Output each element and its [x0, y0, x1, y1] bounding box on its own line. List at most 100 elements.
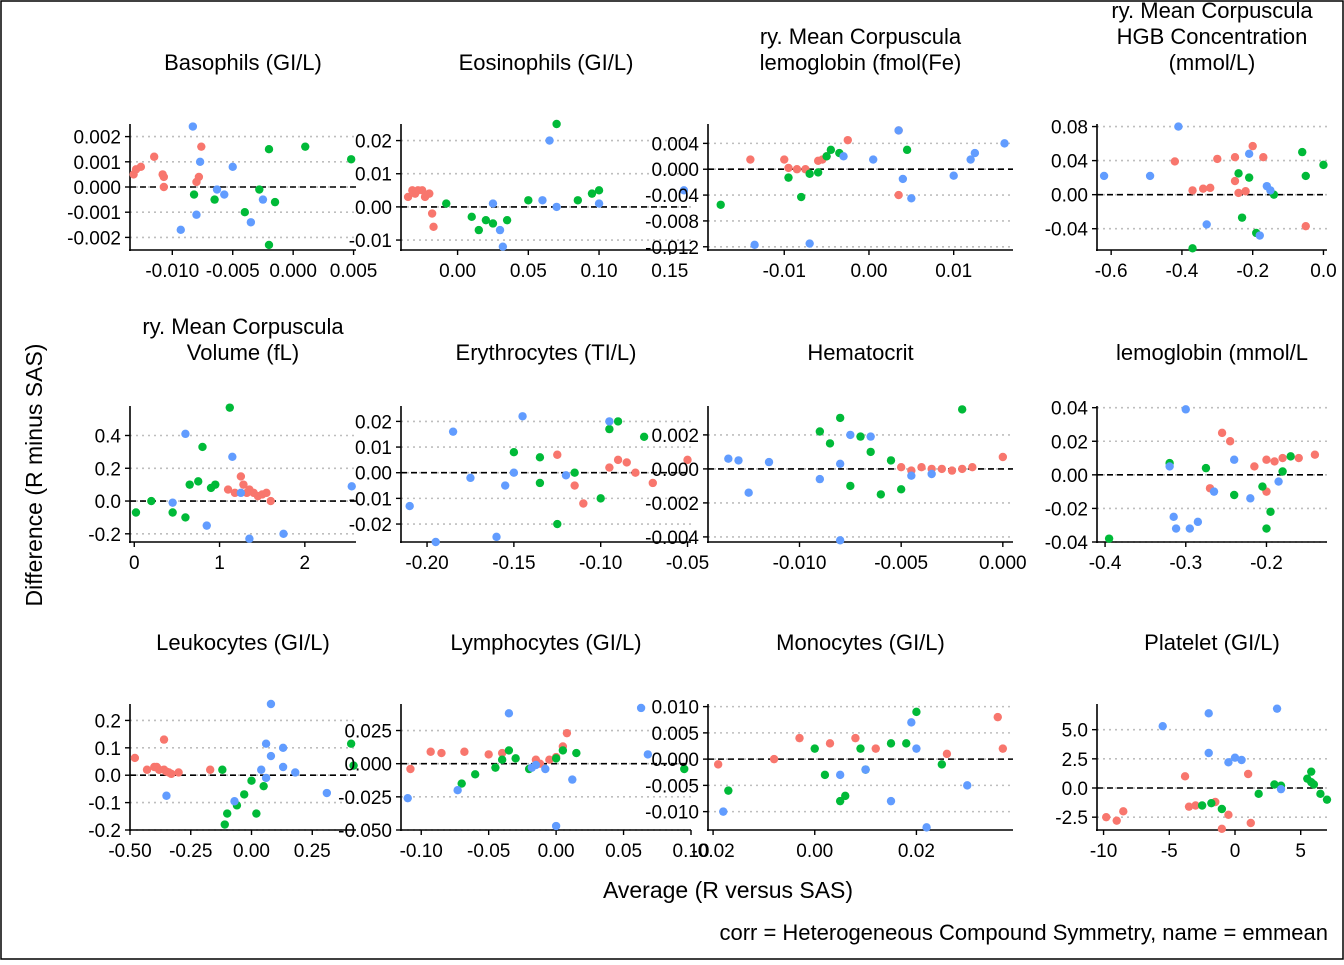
data-point [1276, 784, 1286, 794]
data-point [460, 747, 469, 756]
data-point [1171, 524, 1181, 533]
x-tick-label: 0.00 [796, 841, 833, 862]
data-point [492, 532, 501, 542]
data-point [841, 791, 850, 801]
data-point [159, 172, 169, 182]
data-point [1286, 452, 1295, 461]
y-tick-label: -0.001 [67, 203, 121, 224]
data-point [1270, 780, 1279, 789]
data-point [240, 208, 250, 217]
data-point [826, 145, 836, 155]
data-point [261, 739, 271, 748]
data-point [613, 455, 623, 465]
y-axis-title: Difference (R minus SAS) [21, 344, 47, 607]
panel-title-line: lemoglobin (fmol(Fe) [760, 50, 962, 75]
data-point [1234, 169, 1243, 178]
data-point [535, 478, 545, 488]
panel-title-line: Basophils (GI/L) [164, 50, 322, 75]
data-point [805, 239, 814, 248]
data-point [896, 485, 906, 494]
panel-title-line: Monocytes (GI/L) [776, 630, 945, 655]
data-point [993, 712, 1002, 722]
data-point [264, 145, 274, 154]
data-point [963, 781, 972, 790]
data-point [750, 240, 759, 250]
data-point [1145, 171, 1155, 181]
y-tick-label: 0.4 [95, 426, 122, 447]
y-tick-label: 0.0 [95, 492, 121, 513]
data-point [825, 739, 835, 748]
data-point [266, 496, 275, 506]
y-tick-label: -0.04 [1045, 220, 1089, 241]
data-point [218, 765, 227, 774]
data-point [876, 490, 886, 499]
data-point [1165, 462, 1174, 471]
data-point [1266, 186, 1275, 195]
data-point [839, 152, 848, 161]
data-point [212, 185, 222, 194]
data-point [631, 468, 640, 477]
x-tick-label: -0.3 [1169, 553, 1202, 574]
data-point [1270, 457, 1279, 466]
data-point [596, 494, 605, 503]
data-point [643, 750, 653, 759]
data-point [491, 763, 500, 772]
x-tick-label: 0.15 [651, 261, 688, 282]
panel: Platelet (GI/L) -2.5 0.0 2.5 5.0 -10 -5 0 5 [1055, 630, 1332, 862]
data-point [495, 225, 505, 235]
data-point [257, 765, 266, 774]
data-point [861, 765, 870, 774]
data-point [437, 748, 446, 758]
x-tick-label: 0 [129, 553, 140, 574]
data-point [1207, 798, 1216, 808]
data-point [168, 498, 177, 507]
y-tick-label: -2.5 [1055, 808, 1088, 829]
data-point [1278, 453, 1287, 463]
data-point [835, 536, 845, 545]
panel-title-line: HGB Concentration [1117, 24, 1308, 49]
data-point [907, 718, 916, 727]
data-point [587, 189, 597, 198]
data-point [835, 770, 845, 780]
data-point [159, 735, 169, 744]
data-point [195, 157, 205, 166]
data-point [1307, 767, 1316, 776]
y-tick-label: 0.000 [73, 178, 121, 199]
panel: Monocytes (GI/L) -0.010 -0.005 0.000 0.005 0.… [645, 630, 1013, 862]
data-point [427, 209, 437, 218]
data-point [524, 196, 533, 205]
data-point [1248, 141, 1257, 151]
data-point [1230, 176, 1240, 186]
data-point [552, 202, 561, 212]
y-tick-label: -0.002 [645, 494, 699, 515]
data-point [266, 699, 276, 709]
data-point [500, 481, 510, 490]
data-point [1244, 149, 1254, 158]
data-point [405, 501, 414, 511]
data-point [1209, 487, 1219, 496]
x-tick-label: 0.25 [294, 841, 331, 862]
y-tick-label: 0.0 [95, 766, 121, 787]
data-point [894, 126, 903, 135]
x-tick-label: 5 [1295, 841, 1306, 862]
data-point [1191, 801, 1200, 810]
data-point [149, 152, 159, 161]
data-point [622, 458, 631, 467]
data-point [198, 442, 207, 452]
data-point [504, 746, 514, 755]
data-point [230, 488, 240, 498]
data-point [579, 499, 588, 508]
data-point [1250, 462, 1259, 471]
data-point [425, 189, 434, 198]
data-point [1213, 154, 1222, 164]
data-point [1298, 147, 1307, 157]
panel: Erythrocytes (TI/L) -0.02 -0.01 0.00 0.01 0.0… [349, 340, 709, 574]
data-point [1272, 704, 1282, 713]
data-point [835, 459, 845, 468]
data-point [509, 468, 519, 477]
data-point [1234, 188, 1243, 198]
data-point [784, 173, 793, 182]
data-point [551, 821, 561, 831]
